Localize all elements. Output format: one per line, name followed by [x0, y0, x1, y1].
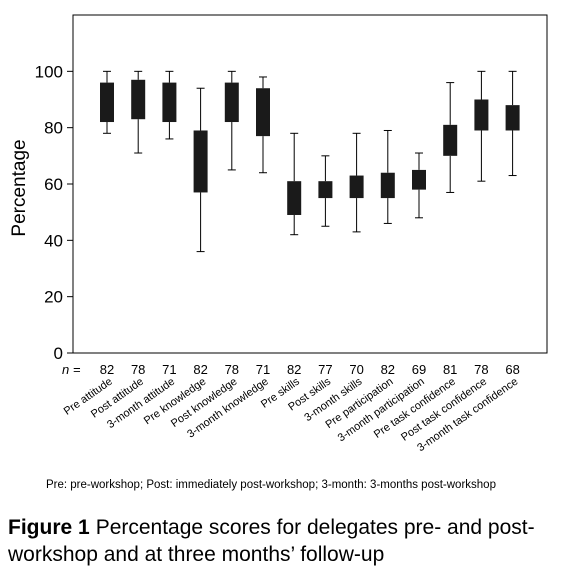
sample-size-value: 70	[349, 362, 363, 377]
box-iqr	[100, 82, 114, 123]
sample-size-value: 82	[193, 362, 207, 377]
sample-size-value: 82	[100, 362, 114, 377]
n-label: n =	[62, 362, 81, 377]
figure-caption: Figure 1 Percentage scores for delegates …	[8, 514, 568, 568]
sample-size-value: 71	[162, 362, 176, 377]
y-tick-label: 20	[44, 288, 63, 307]
plot-area-frame	[72, 14, 548, 354]
y-tick-label: 80	[44, 119, 63, 138]
box-iqr	[318, 181, 333, 199]
y-axis-label: Percentage	[9, 139, 30, 236]
box-iqr	[443, 124, 458, 156]
y-tick-label: 60	[44, 175, 63, 194]
figure-label: Figure 1	[8, 516, 90, 539]
sample-size-value: 69	[412, 362, 426, 377]
sample-size-value: 78	[474, 362, 488, 377]
caption-text: Percentage scores for delegates pre- and…	[8, 516, 535, 566]
sample-size-value: 77	[318, 362, 332, 377]
box-iqr	[412, 169, 426, 190]
box-iqr	[287, 181, 302, 215]
y-tick-label: 0	[54, 344, 63, 363]
sample-size-value: 81	[443, 362, 457, 377]
box-plot-chart: 0 20 40 60 80 100 Percentage n = 82 78 71 82 78 71…	[9, 14, 548, 454]
sample-size-value: 68	[505, 362, 519, 377]
y-tick-label: 40	[44, 231, 63, 250]
footnote: Pre: pre-workshop; Post: immediately pos…	[46, 479, 496, 491]
box-iqr	[224, 82, 239, 123]
sample-size-value: 82	[381, 362, 395, 377]
box-iqr	[131, 79, 146, 120]
box-series	[100, 70, 520, 253]
box-iqr	[256, 88, 270, 137]
box-iqr	[474, 99, 489, 131]
box-iqr	[349, 175, 364, 199]
box-iqr	[162, 82, 177, 123]
y-axis: 0 20 40 60 80 100	[35, 62, 73, 363]
box-iqr	[193, 130, 208, 193]
box-iqr	[380, 172, 395, 199]
sample-size-value: 71	[256, 362, 270, 377]
y-tick-label: 100	[35, 62, 63, 81]
sample-size-value: 82	[287, 362, 301, 377]
box-iqr	[505, 105, 520, 131]
sample-size-labels: 82 78 71 82 78 71 82 77 70 82 69 81 78 68	[100, 362, 520, 377]
sample-size-value: 78	[131, 362, 145, 377]
sample-size-value: 78	[225, 362, 239, 377]
